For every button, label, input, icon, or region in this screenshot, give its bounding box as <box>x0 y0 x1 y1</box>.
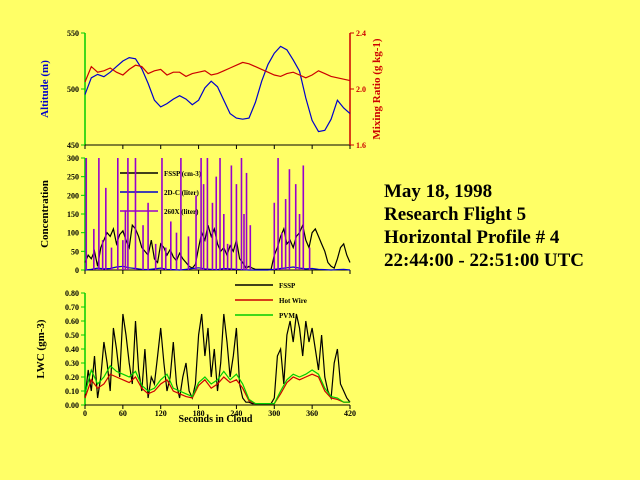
y-tick-label: 300 <box>67 154 79 163</box>
legend-label: FSSP (cm-3) <box>164 170 202 178</box>
x-tick-label: 180 <box>193 409 205 418</box>
y-axis-label: LWC (gm-3) <box>35 319 47 379</box>
legend-label: FSSP <box>279 282 296 290</box>
series-line <box>84 223 351 270</box>
y-tick-label: 250 <box>67 173 79 182</box>
x-tick-label: 360 <box>306 409 318 418</box>
legend-label: Hot Wire <box>279 297 307 305</box>
x-tick-label: 0 <box>83 409 87 418</box>
x-tick-label: 240 <box>230 409 242 418</box>
y-tick-label: 0.80 <box>65 289 79 298</box>
x-tick-label: 300 <box>268 409 280 418</box>
series-line <box>84 373 350 405</box>
y-tick-label: 100 <box>67 229 79 238</box>
y-tick-label: 550 <box>67 29 79 38</box>
series-line <box>84 61 351 83</box>
y-tick-label: 0.40 <box>65 345 79 354</box>
legend-label: PVM <box>279 312 295 320</box>
series-line <box>84 364 350 405</box>
profile-name: Horizontal Profile # 4 <box>384 227 560 248</box>
y-axis-label: Altitude (m) <box>39 60 51 118</box>
series-line <box>84 313 351 405</box>
y2-axis-label: Mixing Ratio (g kg-1) <box>371 38 383 139</box>
y2-tick-label: 1.6 <box>356 141 366 150</box>
y-tick-label: 500 <box>67 85 79 94</box>
y-axis-label: Concentration <box>39 180 51 248</box>
legend-label: 260X (liter) <box>164 208 199 216</box>
y-tick-label: 150 <box>67 210 79 219</box>
y-tick-label: 0.50 <box>65 331 79 340</box>
y-tick-label: 0.30 <box>65 359 79 368</box>
flight-info: May 18, 1998 Research Flight 5 Horizonta… <box>384 180 584 272</box>
x-axis-label: Seconds in Cloud <box>179 414 253 425</box>
y-tick-label: 0.70 <box>65 303 79 312</box>
y2-tick-label: 2.0 <box>356 85 366 94</box>
x-tick-label: 420 <box>344 409 356 418</box>
y-tick-label: 200 <box>67 191 79 200</box>
flight-date: May 18, 1998 <box>384 181 493 202</box>
time-range: 22:44:00 - 22:51:00 UTC <box>384 250 585 271</box>
y-tick-label: 50 <box>71 247 79 256</box>
x-tick-label: 120 <box>155 409 167 418</box>
legend-label: 2D-C (liter) <box>164 189 199 197</box>
series-line <box>84 265 351 271</box>
series-line <box>84 45 351 133</box>
y-tick-label: 0.60 <box>65 317 79 326</box>
y-tick-label: 0.20 <box>65 373 79 382</box>
y-tick-label: 0.00 <box>65 401 79 410</box>
flight-name: Research Flight 5 <box>384 204 527 225</box>
x-tick-label: 60 <box>119 409 127 418</box>
y-tick-label: 0 <box>75 266 79 275</box>
y-tick-label: 450 <box>67 141 79 150</box>
y-tick-label: 0.10 <box>65 387 79 396</box>
y2-tick-label: 2.4 <box>356 29 366 38</box>
